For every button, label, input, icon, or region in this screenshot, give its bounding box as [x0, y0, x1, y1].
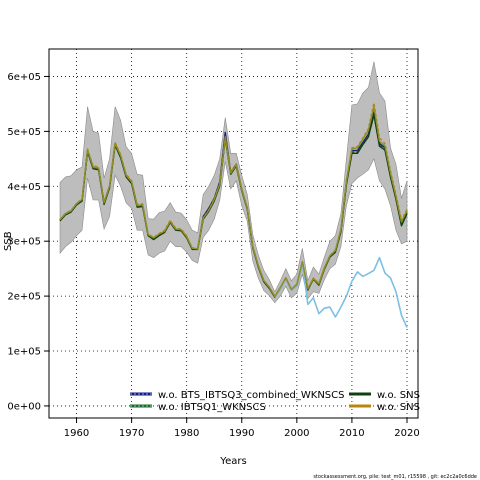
x-tick-label: 1990 — [229, 428, 254, 439]
y-tick-label: 6e+05 — [7, 72, 41, 83]
y-axis: 0e+00 1e+05 2e+05 3e+05 4e+05 5e+05 6e+05 — [7, 72, 49, 412]
y-tick-label: 2e+05 — [7, 292, 41, 303]
x-tick-label: 2010 — [339, 428, 364, 439]
x-tick-label: 1960 — [64, 428, 89, 439]
y-tick-label: 4e+05 — [7, 182, 41, 193]
y-tick-label: 5e+05 — [7, 127, 41, 138]
x-tick-label: 1980 — [174, 428, 199, 439]
confidence-band — [59, 61, 408, 304]
legend-label: w.o. BTS_IBTSQ3_combined_WKNSCS — [158, 390, 344, 401]
x-axis: 1960 1970 1980 1990 2000 2010 2020 — [64, 418, 420, 439]
series-line — [274, 256, 408, 328]
y-tick-label: 3e+05 — [7, 237, 41, 248]
y-tick-label: 1e+05 — [7, 347, 41, 358]
footer-credit: stockassessment.org, pile: test_m01, r15… — [313, 474, 477, 480]
series-lines — [59, 102, 408, 328]
series-line — [59, 105, 408, 298]
y-axis-title: SSB — [3, 231, 14, 251]
x-tick-label: 2020 — [394, 428, 419, 439]
legend-label: w.o. SNS — [377, 390, 420, 401]
x-axis-title: Years — [219, 456, 246, 467]
x-tick-label: 2000 — [284, 428, 309, 439]
y-tick-label: 0e+00 — [7, 401, 41, 412]
legend-label: w.o. IBTSQ1_WKNSCS — [158, 402, 266, 413]
confidence-band-area — [59, 61, 408, 304]
legend-label: w.o. SNS — [377, 402, 420, 413]
x-tick-label: 1970 — [119, 428, 144, 439]
plot-frame — [48, 48, 419, 419]
